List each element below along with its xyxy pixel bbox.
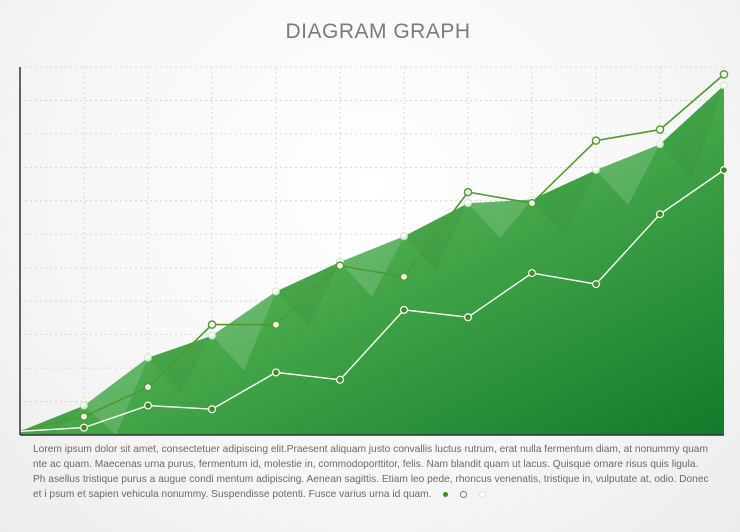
data-point-dark: [527, 198, 537, 208]
data-point-dark: [207, 320, 217, 329]
area-series-layer: [20, 81, 728, 436]
area-fill: [20, 85, 724, 436]
data-point-white: [144, 401, 153, 410]
caption-text-block: Lorem ipsum dolor sit amet, consectetuer…: [33, 442, 711, 502]
data-point-white: [655, 210, 664, 219]
area-point: [144, 353, 152, 362]
area-point: [720, 81, 728, 90]
area-facet: [340, 236, 404, 298]
area-facet: [596, 144, 660, 206]
data-point-dark: [143, 382, 153, 392]
data-point-white: [591, 280, 600, 289]
data-point-dark: [591, 136, 601, 145]
caption-text: Lorem ipsum dolor sit amet, consectetuer…: [33, 444, 709, 500]
area-point: [656, 140, 664, 149]
data-point-dark: [271, 320, 281, 329]
data-point-white: [208, 405, 217, 414]
data-point-dark: [719, 70, 729, 79]
area-facet: [212, 291, 276, 371]
area-point: [400, 232, 408, 241]
area-facet: [532, 170, 596, 235]
area-facet: [468, 199, 532, 239]
data-point-dark: [79, 412, 89, 421]
data-point-white: [527, 269, 536, 278]
data-point-white: [272, 368, 281, 377]
area-facet: [84, 357, 148, 435]
chart-title: DIAGRAM GRAPH: [285, 20, 471, 43]
legend-dot-outline-icon: [460, 490, 468, 498]
data-point-white: [336, 375, 345, 384]
legend-dot-filled-icon: [443, 491, 449, 497]
line-series-layer: [19, 70, 729, 433]
data-point-white: [400, 305, 409, 314]
series-line-white: [19, 169, 725, 432]
data-point-dark: [463, 187, 473, 197]
area-point: [272, 287, 280, 296]
data-point-dark: [335, 261, 345, 271]
area-facet: [660, 85, 724, 180]
area-point: [592, 166, 600, 175]
area-point: [464, 199, 472, 208]
area-point: [80, 401, 88, 410]
chart-axes: [19, 67, 724, 436]
data-point-white: [719, 166, 728, 175]
data-point-white: [79, 423, 88, 432]
legend-dot-light-icon: [479, 490, 486, 498]
series-line-dark: [19, 73, 725, 433]
data-point-dark: [655, 125, 665, 134]
data-point-white: [464, 313, 473, 322]
area-facet: [404, 203, 468, 272]
area-facet: [148, 335, 212, 393]
data-point-dark: [399, 272, 409, 282]
area-point: [208, 331, 216, 340]
